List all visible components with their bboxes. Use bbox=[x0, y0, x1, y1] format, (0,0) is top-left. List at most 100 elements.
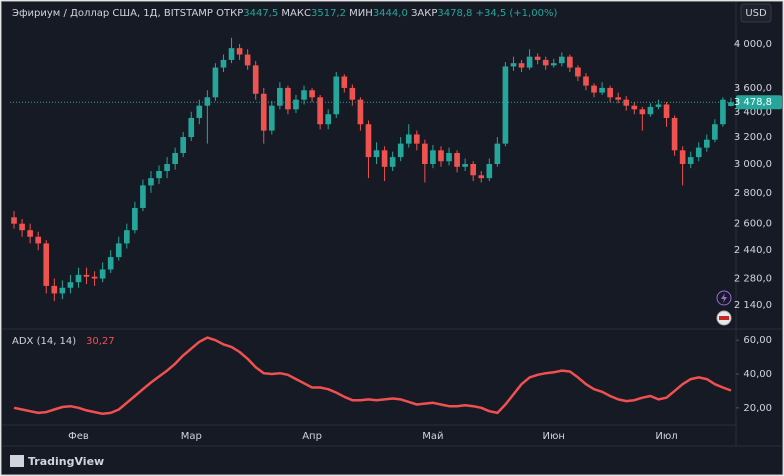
candle-body bbox=[720, 99, 726, 125]
alert-icon[interactable] bbox=[716, 290, 732, 306]
candle-body bbox=[542, 59, 549, 66]
y-tick-label: 2 280,0 bbox=[734, 274, 772, 285]
alert-bolt bbox=[721, 293, 727, 303]
candle-body bbox=[51, 285, 58, 294]
candle-body bbox=[575, 67, 581, 77]
indicator-name: ADX (14, 14) bbox=[12, 336, 76, 347]
field-label: МИН bbox=[349, 8, 373, 19]
candle-body bbox=[164, 164, 170, 172]
candle-body bbox=[671, 117, 678, 151]
y-tick-label: 3 400,0 bbox=[734, 107, 772, 118]
candle-body bbox=[534, 56, 541, 60]
candle-body bbox=[75, 274, 82, 283]
candle-body bbox=[405, 134, 412, 144]
candle-body bbox=[567, 56, 573, 68]
header: Эфириум / Доллар США, 1Д, BITSTAMP ОТКР3… bbox=[12, 8, 557, 19]
candle-body bbox=[397, 143, 404, 158]
candle-body bbox=[695, 147, 702, 158]
candle-body bbox=[220, 59, 227, 68]
candle-body bbox=[558, 56, 565, 64]
candle-body bbox=[583, 76, 589, 86]
candle-body bbox=[115, 243, 122, 258]
candle-body bbox=[599, 87, 605, 93]
candle-body bbox=[550, 63, 557, 66]
candle-body bbox=[502, 66, 509, 144]
x-tick-label: Апр bbox=[302, 431, 322, 442]
candle-body bbox=[140, 185, 146, 208]
candle-body bbox=[712, 124, 718, 140]
candle-body bbox=[381, 150, 388, 167]
x-tick-label: Июл bbox=[655, 431, 677, 442]
candle-body bbox=[35, 236, 42, 244]
candle-body bbox=[703, 139, 710, 148]
candle-body bbox=[293, 99, 299, 110]
candle-body bbox=[180, 137, 187, 154]
candle-body bbox=[27, 230, 33, 237]
candle-body bbox=[317, 97, 323, 125]
candle-body bbox=[43, 243, 50, 286]
candle-body bbox=[615, 97, 622, 100]
candle-body bbox=[478, 175, 485, 179]
candle-body bbox=[494, 143, 501, 165]
y-tick-label: 3 000,0 bbox=[734, 159, 772, 170]
candle-body bbox=[67, 282, 74, 288]
candle-body bbox=[486, 164, 493, 179]
candle-body bbox=[228, 48, 235, 60]
last-price-label: 3 478,8 bbox=[734, 97, 772, 108]
candle-body bbox=[647, 106, 654, 115]
candle-body bbox=[59, 287, 66, 294]
candle-body bbox=[526, 56, 533, 68]
y-tick-label: 3 600,0 bbox=[734, 83, 772, 94]
y-tick-label: 40,00 bbox=[743, 369, 772, 380]
candle-body bbox=[518, 63, 525, 68]
candle-body bbox=[285, 87, 291, 110]
field-value: 3447,5 bbox=[243, 8, 278, 19]
candle-body bbox=[454, 153, 460, 167]
candle-body bbox=[373, 150, 380, 158]
candle-body bbox=[655, 104, 662, 107]
x-tick-label: Фев bbox=[68, 431, 89, 442]
logo bbox=[10, 455, 24, 467]
y-tick-label: 3 200,0 bbox=[734, 132, 772, 143]
field-value: 3478,8 bbox=[437, 8, 472, 19]
candle-body bbox=[639, 109, 646, 115]
change: +34,5 (+1,00%) bbox=[476, 8, 558, 19]
candle-body bbox=[260, 93, 267, 131]
currency-button[interactable] bbox=[740, 3, 772, 23]
candle-body bbox=[236, 48, 243, 55]
field-value: 3444,0 bbox=[373, 8, 408, 19]
candle-body bbox=[107, 257, 114, 270]
candle-body bbox=[188, 117, 195, 138]
brand: TradingView bbox=[28, 455, 104, 468]
candle-body bbox=[309, 90, 315, 98]
candle-body bbox=[470, 164, 477, 176]
candle-body bbox=[413, 134, 420, 144]
candle-body bbox=[301, 90, 307, 100]
y-tick-label: 20,00 bbox=[743, 403, 772, 414]
field-value: 3517,2 bbox=[311, 8, 346, 19]
candle-body bbox=[11, 217, 17, 224]
candle-body bbox=[663, 104, 670, 118]
candle-body bbox=[132, 207, 138, 231]
candle-body bbox=[172, 153, 178, 165]
candle-body bbox=[607, 87, 613, 98]
candle-body bbox=[277, 87, 283, 106]
candle-body bbox=[244, 54, 251, 66]
candle-body bbox=[422, 143, 428, 165]
indicator-value: 30,27 bbox=[86, 336, 115, 347]
candle-body bbox=[123, 230, 130, 244]
candle-body bbox=[631, 105, 638, 110]
y-tick-label: 2 140,0 bbox=[734, 300, 772, 311]
y-tick-label: 2 440,0 bbox=[734, 245, 772, 256]
candle-body bbox=[333, 76, 340, 115]
candle-body bbox=[19, 223, 25, 231]
candle-body bbox=[438, 150, 444, 162]
candle-body bbox=[99, 269, 106, 279]
candle-body bbox=[430, 150, 436, 165]
candle-body bbox=[268, 105, 275, 131]
candle-body bbox=[325, 114, 332, 125]
candle-body bbox=[623, 99, 630, 106]
currency[interactable]: USD bbox=[745, 8, 767, 19]
candle-body bbox=[204, 97, 211, 106]
